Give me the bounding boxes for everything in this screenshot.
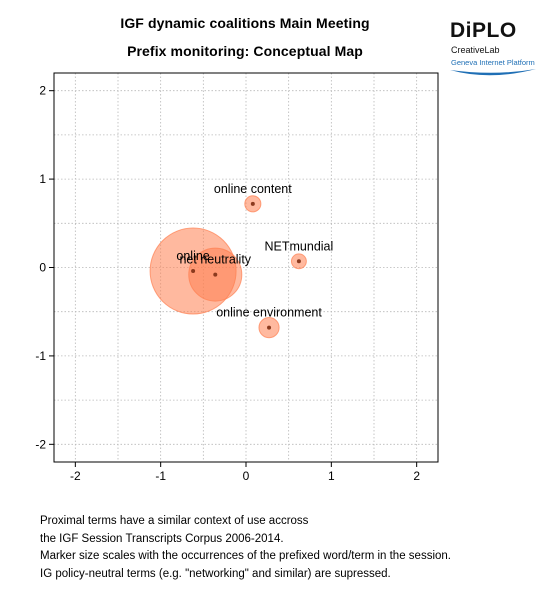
- y-tick-label: 1: [39, 172, 46, 186]
- x-tick-label: -1: [155, 469, 166, 483]
- point-dot: [213, 272, 218, 277]
- x-tick-label: -2: [70, 469, 81, 483]
- axes: -2 -1 0 1 2 -2 -1 0 1 2: [35, 84, 420, 483]
- y-tick-label: 2: [39, 84, 46, 98]
- x-tick-label: 0: [243, 469, 250, 483]
- point-dot: [296, 259, 301, 264]
- footer-line: IG policy-neutral terms (e.g. "networkin…: [40, 567, 391, 580]
- y-tick-label: -1: [35, 349, 46, 363]
- chart-title: IGF dynamic coalitions Main Meeting: [120, 15, 370, 31]
- footer-notes: Proximal terms have a similar context of…: [40, 513, 451, 583]
- point-dot: [267, 325, 272, 330]
- point-label: online content: [214, 182, 292, 196]
- point-label: NETmundial: [265, 239, 334, 253]
- point-label: online environment: [216, 306, 322, 320]
- x-tick-label: 2: [413, 469, 420, 483]
- chart-subtitle: Prefix monitoring: Conceptual Map: [127, 43, 363, 59]
- footer-line: Marker size scales with the occurrences …: [40, 550, 451, 562]
- x-tick-label: 1: [328, 469, 335, 483]
- point-dot: [250, 201, 255, 206]
- logo-wordmark: DiPLO: [450, 19, 517, 42]
- footer-line: Proximal terms have a similar context of…: [40, 515, 309, 527]
- footer-line: the IGF Session Transcripts Corpus 2006-…: [40, 532, 284, 545]
- point-label: net neutrality: [179, 253, 251, 267]
- y-tick-label: -2: [35, 437, 46, 451]
- point-label: online: [176, 249, 209, 263]
- diplo-logo: DiPLO CreativeLab Geneva Internet Platfo…: [450, 19, 536, 83]
- logo-creativelab: CreativeLab: [451, 45, 500, 55]
- logo-swoosh-icon: [450, 69, 536, 76]
- grid: [54, 73, 438, 462]
- logo-gip: Geneva Internet Platform: [451, 58, 535, 67]
- bubbles: [149, 195, 307, 339]
- point-dot: [191, 269, 196, 274]
- y-tick-label: 0: [39, 261, 46, 275]
